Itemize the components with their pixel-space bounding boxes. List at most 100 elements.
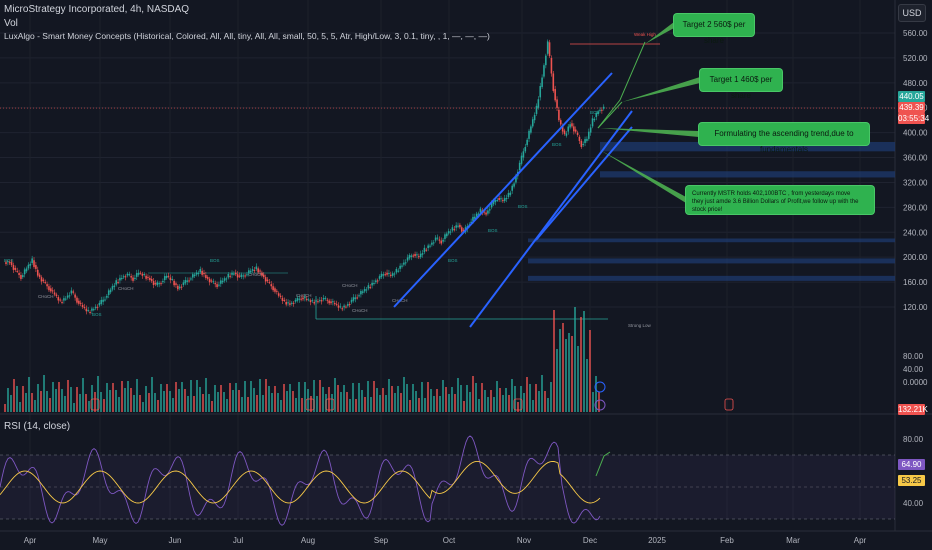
candle-body [569,124,571,128]
candle-body [330,301,332,304]
candle-body [57,297,60,301]
candle-body [78,300,80,304]
time-axis: Apr May Jun Jul Aug Sep Oct Nov Dec 2025 Feb Mar Apr [24,536,867,545]
candle-body [546,41,549,54]
candle-body [556,99,558,108]
demand-zone [528,275,895,281]
candle-body [109,289,112,293]
volume-bar [589,330,591,412]
candle-body [152,281,155,285]
volume-bar [202,394,204,412]
candle-body [186,280,188,282]
volume-bar [451,387,453,412]
target2-callout[interactable]: Target 2 560$ per share [674,14,754,45]
candle-body [449,231,452,233]
smc-label: BOS [590,110,600,115]
candle-body [61,302,63,304]
volume-bar [412,384,414,412]
candle-body [380,273,383,278]
volume-tick-label: 80.00 [903,352,924,361]
time-tick-label: Apr [24,536,37,545]
demand-zone [600,141,895,152]
candle-body [376,280,379,282]
candle-body [92,309,95,311]
volume-bar [205,378,207,412]
volume-bar [166,384,168,412]
candle-body [79,302,82,304]
candle-body [548,42,551,57]
candle-body [382,274,385,276]
candle-body [423,247,426,253]
volume-bar [130,388,132,412]
trend-callout[interactable]: Formulating the ascending trend,due to f… [699,123,869,154]
volume-bar [292,391,294,412]
candle-body [505,197,508,200]
volume-bar [337,385,339,412]
volume-bar [436,389,438,412]
volume-bar [553,310,555,412]
volume-bar [40,391,42,412]
candle-body [23,269,26,275]
volume-bar [511,379,513,412]
candle-body [421,253,424,255]
volume-bar [529,384,531,412]
candle-body [111,286,114,290]
candle-body [298,298,301,300]
candle-body [524,146,527,152]
candle-body [498,198,500,200]
candle-body [302,297,304,300]
candle-body [403,262,405,265]
volume-bar [226,399,228,412]
candle-body [214,283,217,285]
candle-body [25,268,28,272]
volume-bar [445,387,447,412]
candle-body [363,289,366,292]
candle-body [541,77,543,87]
candle-body [401,265,403,267]
volume-bar [67,380,69,412]
candle-body [352,297,355,301]
rsi-label[interactable]: RSI (14, close) [4,421,71,432]
volume-bar [532,400,534,412]
candle-body [522,151,525,158]
volume-bar [139,395,141,412]
volume-bar [244,381,246,412]
volume-bar [85,394,87,412]
volume-bar [385,395,387,412]
price-tick-label: 120.00 [903,303,928,312]
candle-body [72,291,75,293]
currency-selector[interactable]: USD [898,4,926,22]
volume-bar [493,397,495,412]
candle-body [126,273,129,276]
candle-body [440,240,443,244]
volume-bar [115,390,117,412]
candle-body [234,272,237,275]
demand-zones [0,107,895,281]
volume-bar [61,389,63,412]
volume-bar [148,393,150,412]
candle-body [14,267,17,270]
candle-body [169,277,172,281]
indicator-label[interactable]: LuxAlgo - Smart Money Concepts (Historic… [4,31,490,41]
volume-bar [586,359,588,412]
volume-bar [133,395,135,412]
volume-bar [592,392,594,412]
candle-body [494,200,497,203]
rsi-line [0,435,601,526]
holdings-callout[interactable]: Currently MSTR holds 402,100BTC , from y… [686,186,874,214]
volume-bar [571,336,573,412]
candle-body [165,275,168,278]
target1-callout[interactable]: Target 1 460$ per share [700,69,782,100]
volume-bar [58,382,60,412]
candle-body [268,282,271,284]
holdings-line2: they just amde 3.6 Billion Dollars of Pr… [692,199,859,213]
volume-bar [64,396,66,412]
candle-body [545,55,547,66]
earnings-marker [90,398,100,411]
candle-body [147,276,149,278]
candle-body [502,200,504,202]
volume-bar [358,383,360,412]
time-tick-label: Jul [233,536,243,545]
candle-body [208,278,211,283]
